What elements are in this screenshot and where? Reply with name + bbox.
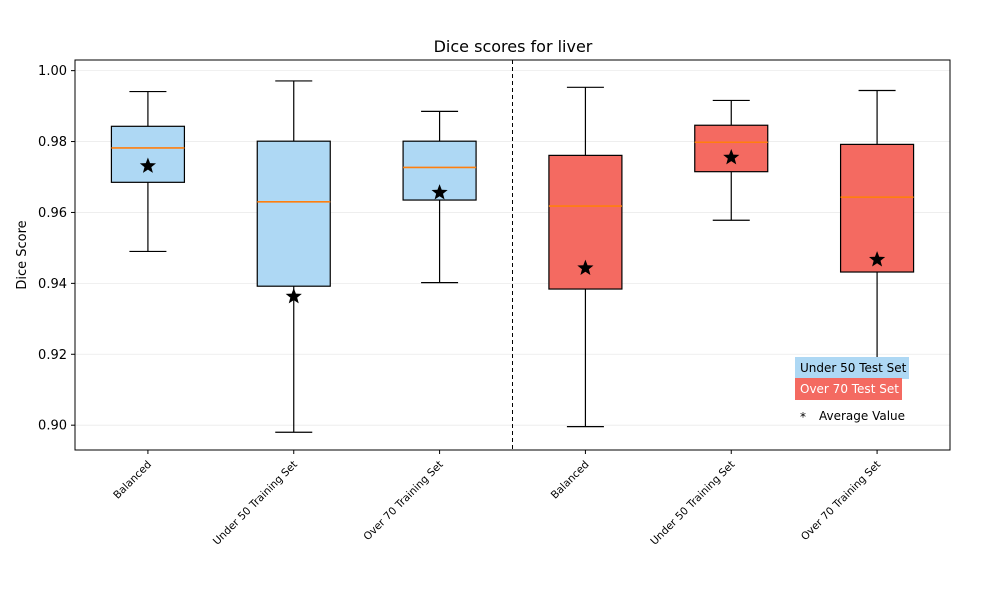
plot-frame: [74, 59, 951, 451]
box-iqr: [694, 124, 769, 173]
x-tick-label: Under 50 Training Set: [211, 459, 300, 548]
x-tick-label: Over 70 Training Set: [799, 459, 883, 543]
x-tick-label: Balanced: [111, 459, 154, 502]
legend-label-under-50-test-set: Under 50 Test Set: [800, 361, 907, 375]
x-tick-label: Balanced: [549, 459, 592, 502]
y-tick-label: 0.90: [38, 419, 67, 434]
mean-star-marker: [139, 157, 156, 173]
box-group: [839, 89, 915, 362]
x-axis-ticks: Balanced Under 50 Training Set Over 70 Tra…: [111, 450, 883, 548]
y-axis-label: Dice Score: [15, 220, 30, 289]
x-tick-label: Under 50 Training Set: [648, 459, 737, 548]
box-group: [110, 90, 186, 253]
y-axis-ticks: 0.90 0.92 0.94 0.96 0.98 1.00: [38, 64, 75, 434]
y-tick-label: 0.98: [38, 135, 67, 150]
box-iqr: [110, 125, 186, 183]
x-tick-label: Over 70 Training Set: [361, 459, 445, 543]
legend-swatch-over-70-test-set: [795, 378, 902, 400]
box-group: [402, 110, 477, 284]
legend-label-average-value: Average Value: [819, 409, 905, 423]
mean-star-marker: [869, 251, 886, 267]
mean-star-marker: [431, 184, 448, 200]
box-iqr: [256, 140, 331, 287]
legend: Under 50 Test Set Over 70 Test Set * Ave…: [795, 357, 909, 424]
y-tick-label: 0.96: [38, 206, 67, 221]
box-group: [256, 80, 331, 433]
box-group: [694, 99, 769, 221]
mean-star-marker: [577, 259, 594, 275]
box-group: [548, 86, 623, 428]
box-iqr: [839, 143, 915, 273]
chart-title: Dice scores for liver: [434, 37, 593, 56]
mean-star-marker: [723, 149, 740, 165]
legend-mean-marker-icon: *: [800, 410, 806, 424]
box-series: [110, 80, 915, 433]
y-tick-label: 0.92: [38, 348, 67, 363]
y-tick-label: 0.94: [38, 277, 67, 292]
mean-star-marker: [285, 287, 302, 304]
legend-swatch-under-50-test-set: [795, 357, 909, 379]
y-tick-label: 1.00: [38, 64, 67, 79]
legend-label-over-70-test-set: Over 70 Test Set: [800, 382, 899, 396]
